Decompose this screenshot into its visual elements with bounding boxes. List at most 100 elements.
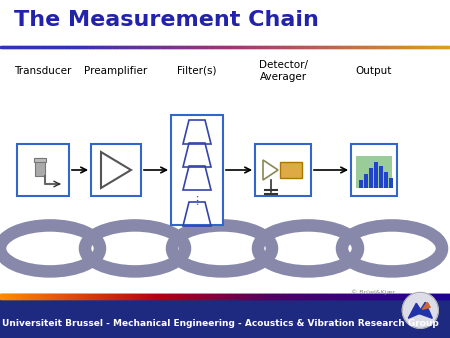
Bar (206, 294, 208, 299)
Bar (141, 294, 144, 299)
Bar (388, 46, 391, 48)
Bar (258, 294, 261, 299)
Bar (183, 46, 185, 48)
Bar (446, 46, 448, 48)
Bar (360, 46, 363, 48)
Bar (428, 46, 430, 48)
Bar (14, 46, 16, 48)
Bar (93, 46, 95, 48)
Bar (14, 294, 16, 299)
Bar (417, 46, 419, 48)
Bar (356, 294, 358, 299)
Bar (82, 46, 85, 48)
Bar (138, 46, 140, 48)
Ellipse shape (177, 230, 266, 267)
Bar (264, 46, 266, 48)
Bar (400, 294, 403, 299)
Bar (207, 294, 210, 299)
Bar (81, 46, 84, 48)
Bar (55, 294, 58, 299)
Text: The Measurement Chain: The Measurement Chain (14, 10, 319, 30)
Bar (120, 46, 122, 48)
Bar (104, 46, 106, 48)
Bar (80, 294, 82, 299)
Bar (184, 46, 187, 48)
Bar (105, 46, 108, 48)
Bar (176, 294, 178, 299)
Bar (89, 46, 91, 48)
Bar (15, 294, 18, 299)
Bar (325, 294, 328, 299)
Bar (260, 294, 262, 299)
Bar (112, 294, 115, 299)
Bar (186, 46, 189, 48)
Bar (442, 294, 445, 299)
Bar (375, 46, 378, 48)
Bar (436, 46, 439, 48)
Bar (68, 294, 70, 299)
Bar (0, 294, 450, 338)
Bar (55, 46, 58, 48)
Bar (413, 294, 415, 299)
Bar (381, 294, 383, 299)
Bar (356, 46, 358, 48)
Bar (80, 46, 82, 48)
Bar (89, 294, 91, 299)
Bar (210, 294, 212, 299)
Bar (136, 294, 139, 299)
Bar (186, 294, 189, 299)
Bar (314, 46, 316, 48)
Bar (351, 46, 354, 48)
Bar (418, 46, 421, 48)
Bar (15, 46, 18, 48)
Bar (76, 294, 79, 299)
Bar (134, 46, 136, 48)
Bar (422, 294, 424, 299)
Bar (143, 294, 145, 299)
Bar (75, 294, 77, 299)
Bar (58, 46, 61, 48)
Bar (289, 294, 292, 299)
Bar (364, 294, 367, 299)
Bar (339, 46, 342, 48)
Bar (140, 294, 142, 299)
Bar (392, 46, 394, 48)
Bar (181, 294, 184, 299)
Bar (75, 46, 77, 48)
Bar (309, 46, 311, 48)
Bar (342, 46, 345, 48)
Bar (442, 46, 445, 48)
Bar (408, 46, 410, 48)
Bar (292, 294, 295, 299)
Bar (271, 46, 274, 48)
Bar (98, 294, 100, 299)
Bar (243, 46, 246, 48)
Bar (285, 46, 288, 48)
Bar (399, 294, 401, 299)
Bar (386, 294, 388, 299)
Bar (199, 294, 202, 299)
Bar (171, 294, 174, 299)
Bar (118, 294, 121, 299)
Bar (261, 46, 264, 48)
Bar (76, 46, 79, 48)
Bar (298, 46, 301, 48)
Bar (291, 294, 293, 299)
Bar (255, 46, 257, 48)
Bar (280, 46, 283, 48)
Bar (359, 180, 363, 188)
Bar (414, 46, 417, 48)
Bar (332, 294, 334, 299)
Bar (188, 46, 190, 48)
Bar (112, 46, 115, 48)
Bar (198, 46, 201, 48)
Bar (285, 294, 288, 299)
Bar (30, 294, 32, 299)
Polygon shape (408, 303, 422, 318)
Bar (27, 46, 30, 48)
Bar (107, 46, 109, 48)
Bar (405, 294, 408, 299)
Bar (363, 46, 365, 48)
Bar (432, 294, 435, 299)
Bar (215, 294, 217, 299)
